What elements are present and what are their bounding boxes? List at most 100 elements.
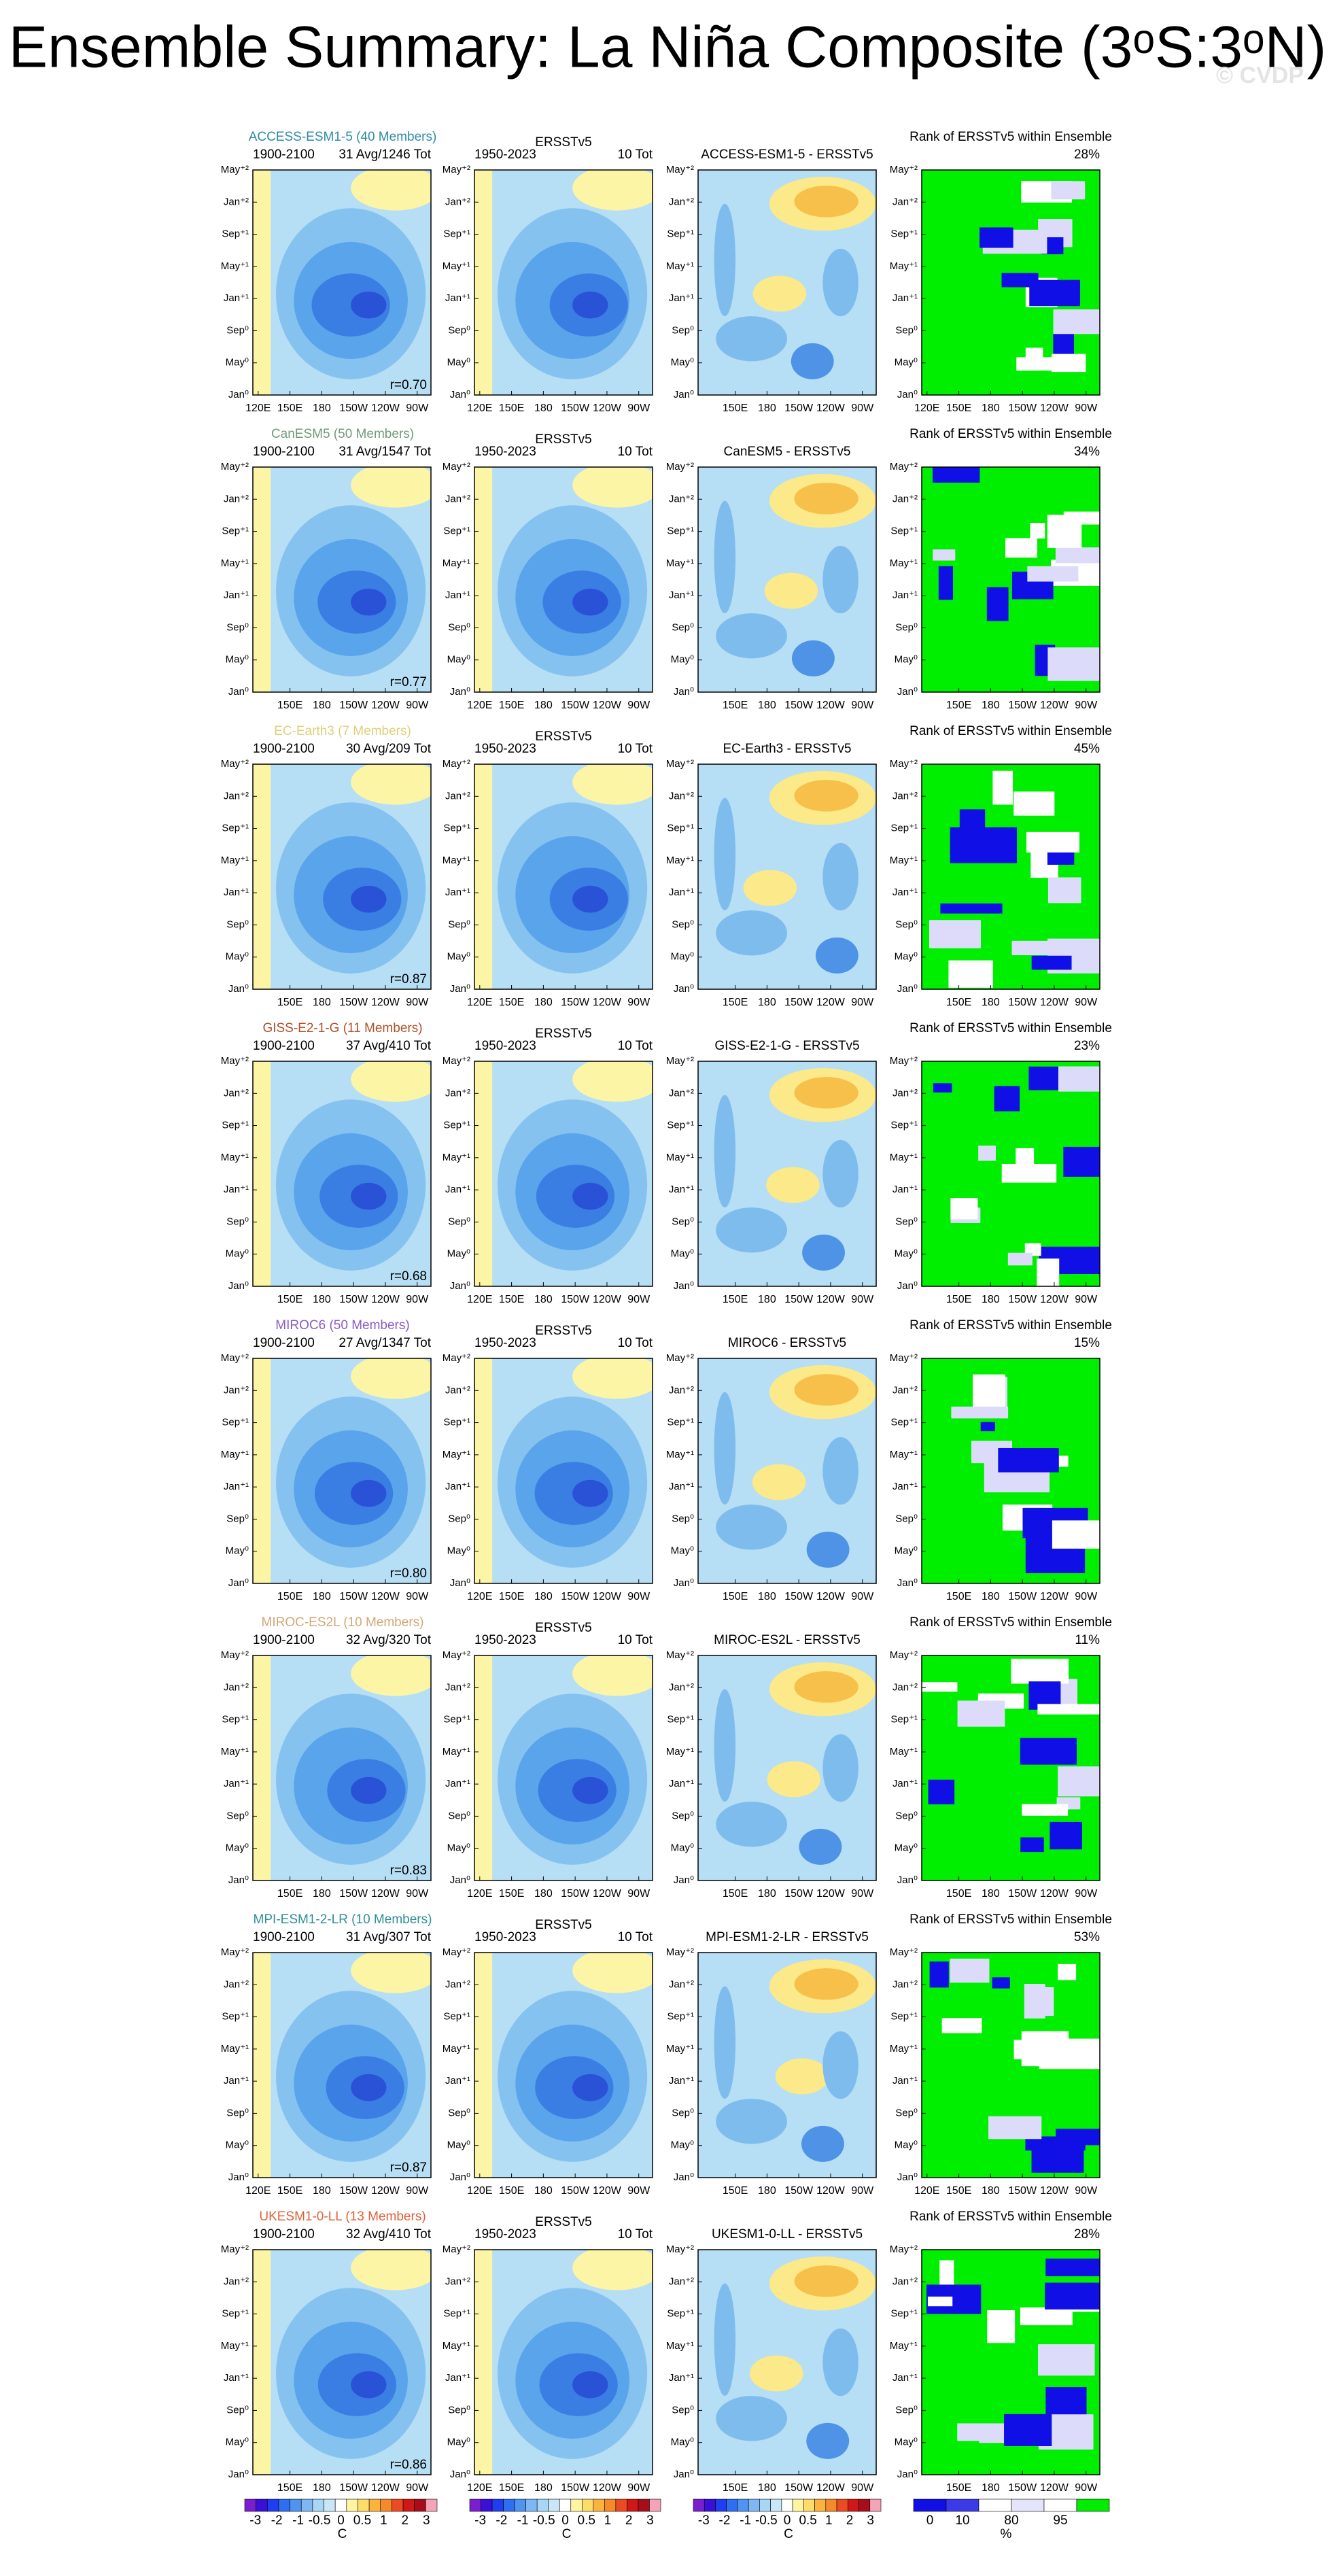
rank-fill [1056, 2129, 1100, 2146]
y-tick-label: Sep⁺¹ [222, 228, 249, 240]
contour-fill [572, 1479, 608, 1507]
rank-fill [988, 2116, 1042, 2140]
colorbar-label: 0 [784, 2513, 791, 2528]
rank-fill [1051, 181, 1086, 200]
x-tick-label: 150E [499, 2185, 524, 2197]
x-tick-label: 150W [339, 1888, 368, 1900]
y-tick-label: Jan⁰ [674, 389, 694, 400]
model-years: 1900-2100 [253, 445, 315, 459]
contour-fill [351, 1061, 431, 1102]
x-tick-label: 180 [534, 1294, 553, 1305]
y-tick-label: May⁺² [221, 1649, 249, 1661]
contour-fill [714, 1689, 736, 1802]
colorbar-label: -0.5 [755, 2513, 778, 2528]
x-tick-label: 90W [627, 1591, 651, 1602]
contour-fill [822, 2031, 859, 2099]
rank-fill [1047, 877, 1081, 904]
x-tick-label: 120W [371, 402, 400, 414]
y-tick-label: May⁺¹ [666, 1152, 694, 1163]
contour-fill [791, 343, 834, 379]
contour-fill [474, 1655, 493, 1881]
y-tick-label: Sep⁰ [895, 324, 918, 336]
contour-fill [716, 910, 787, 956]
contour-fill [572, 2074, 608, 2101]
y-tick-label: May⁰ [447, 1248, 470, 1260]
model-years: 1900-2100 [253, 1039, 315, 1053]
y-tick-label: Jan⁺² [445, 1978, 470, 1990]
model-name: CanESM5 (50 Members) [271, 427, 414, 441]
colorbar-swatch [414, 2498, 426, 2512]
x-tick-label: 90W [627, 997, 651, 1008]
y-tick-label: Jan⁺² [224, 1978, 249, 1990]
rank-fill [1052, 1520, 1100, 1549]
y-tick-label: May⁰ [895, 357, 918, 368]
x-tick-label: 90W [851, 700, 874, 711]
x-tick-label: 150W [339, 1294, 368, 1305]
x-tick-label: 150W [1008, 997, 1037, 1008]
x-tick-label: 120W [1040, 2482, 1069, 2494]
colorbar-swatch [792, 2498, 804, 2512]
colorbar-swatch [514, 2498, 526, 2512]
contour-fill [714, 797, 736, 911]
rank-fill [1031, 2147, 1084, 2173]
colorbar-swatch [869, 2498, 882, 2512]
y-tick-label: Sep⁰ [672, 1216, 694, 1227]
contour-fill [351, 588, 387, 616]
colorbar-swatch [615, 2498, 627, 2512]
obs-years: 1950-2023 [474, 1336, 536, 1350]
x-tick-label: 150W [339, 997, 368, 1008]
contour-fill [253, 764, 271, 989]
contour-fill [794, 1671, 859, 1703]
x-tick-label: 120W [816, 1294, 846, 1305]
y-tick-label: Jan⁺² [445, 493, 470, 504]
x-tick-label: 120W [593, 2482, 622, 2494]
y-tick-label: Sep⁰ [226, 2107, 249, 2118]
y-tick-label: Jan⁺² [669, 1681, 694, 1693]
x-tick-label: 150E [946, 1591, 971, 1602]
panel-frame [474, 1358, 653, 1584]
y-tick-label: May⁰ [226, 951, 249, 963]
colorbar-label: 0.5 [353, 2513, 371, 2528]
colorbar-swatch [825, 2498, 837, 2512]
contour-fill [752, 1464, 806, 1500]
y-tick-label: Jan⁰ [897, 2171, 918, 2183]
y-tick-label: Jan⁺¹ [669, 292, 694, 304]
rank-fill [980, 1422, 995, 1432]
y-tick-label: Jan⁰ [450, 983, 470, 995]
panel [474, 764, 653, 989]
x-tick-label: 150E [277, 1591, 302, 1602]
rank-percent: 23% [1074, 1039, 1100, 1053]
colorbar-unit: C [562, 2527, 572, 2541]
y-tick-label: May⁰ [895, 2140, 918, 2151]
y-tick-label: Jan⁺² [892, 196, 918, 207]
x-tick-label: 90W [627, 1888, 651, 1900]
y-tick-label: Jan⁰ [228, 2171, 249, 2183]
contour-fill [806, 1531, 850, 1568]
x-tick-label: 180 [534, 2185, 553, 2197]
panel [474, 467, 653, 692]
x-tick-label: 150E [277, 997, 302, 1008]
x-tick-label: 120E [914, 2185, 939, 2197]
y-tick-label: Sep⁺¹ [222, 1417, 249, 1428]
y-tick-label: Sep⁺¹ [890, 823, 918, 834]
y-tick-label: May⁰ [226, 1248, 249, 1260]
y-tick-label: May⁰ [226, 1545, 249, 1557]
panel-frame [474, 2249, 653, 2475]
y-tick-label: Sep⁰ [226, 1216, 249, 1227]
rank-fill [1013, 791, 1055, 816]
y-tick-label: Sep⁰ [448, 1216, 470, 1227]
contour-fill [794, 483, 859, 515]
rank-fill [1020, 2307, 1073, 2326]
panel-frame [921, 2249, 1100, 2475]
x-tick-label: 90W [627, 2185, 651, 2197]
x-tick-label: 150E [723, 997, 748, 1008]
y-tick-label: Jan⁺² [445, 1087, 470, 1099]
diff-title: MPI-ESM1-2-LR - ERSSTv5 [706, 1930, 869, 1944]
contour-fill [351, 885, 387, 913]
y-tick-label: Jan⁰ [674, 1577, 694, 1589]
x-tick-label: 120W [593, 1294, 622, 1305]
x-tick-label: 180 [313, 1294, 331, 1305]
y-tick-label: Sep⁰ [226, 2404, 249, 2416]
contour-fill [822, 1437, 859, 1505]
colorbar-swatch [324, 2498, 336, 2512]
